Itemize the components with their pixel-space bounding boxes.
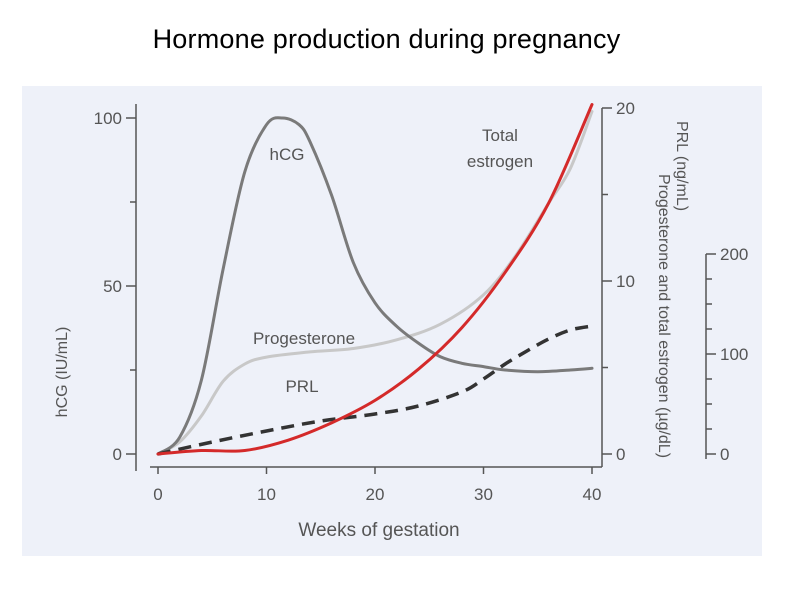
right-outer-tick-label: 200 bbox=[720, 245, 748, 264]
figure-panel: 0 50 100 hCG (IU/mL) 0 10 20 30 40 Weeks of ge… bbox=[22, 86, 762, 556]
right-inner-tick-label: 0 bbox=[616, 445, 625, 464]
annotation-total: Total bbox=[482, 126, 518, 145]
x-tick-label: 20 bbox=[366, 485, 385, 504]
annotation-prl: PRL bbox=[285, 377, 318, 396]
x-tick-label: 40 bbox=[583, 485, 602, 504]
chart-title: Hormone production during pregnancy bbox=[152, 24, 621, 54]
series-layer bbox=[156, 103, 594, 456]
x-axis-ticks: 0 10 20 30 40 bbox=[153, 467, 601, 504]
right-inner-axis-label: Progesterone and total estrogen (µg/dL) bbox=[655, 174, 672, 458]
right-inner-axis-ticks: 0 10 20 bbox=[602, 99, 635, 464]
left-tick-label: 100 bbox=[94, 109, 122, 128]
left-axis-label: hCG (IU/mL) bbox=[54, 327, 71, 418]
right-outer-axis-ticks: 0 100 200 bbox=[706, 245, 748, 464]
right-outer-tick-label: 0 bbox=[720, 445, 729, 464]
annotation-hcg: hCG bbox=[270, 145, 305, 164]
right-outer-axis-label: PRL (ng/mL) bbox=[673, 121, 690, 211]
right-outer-tick-label: 100 bbox=[720, 345, 748, 364]
x-tick-label: 0 bbox=[153, 485, 162, 504]
series-line-prl bbox=[157, 324, 593, 456]
left-tick-label: 50 bbox=[103, 277, 122, 296]
annotation-estrogen: estrogen bbox=[467, 152, 533, 171]
x-tick-label: 30 bbox=[474, 485, 493, 504]
left-axis-ticks: 0 50 100 bbox=[94, 109, 136, 464]
right-inner-tick-label: 20 bbox=[616, 99, 635, 118]
right-inner-tick-label: 10 bbox=[616, 272, 635, 291]
series-line-total-estrogen bbox=[156, 103, 594, 456]
series-line-hcg bbox=[156, 116, 594, 456]
x-tick-label: 10 bbox=[257, 485, 276, 504]
annotation-progesterone: Progesterone bbox=[253, 329, 355, 348]
left-tick-label: 0 bbox=[113, 445, 122, 464]
x-axis-label: Weeks of gestation bbox=[298, 520, 459, 541]
